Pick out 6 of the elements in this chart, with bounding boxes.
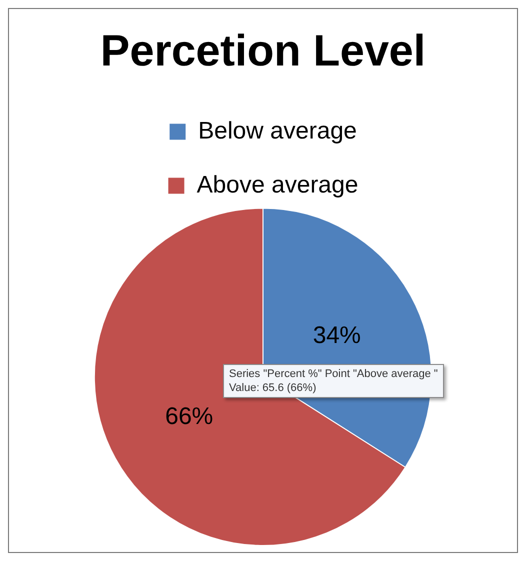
data-label: 34%: [312, 322, 361, 349]
chart-title: Percetion Level: [100, 26, 426, 76]
data-label: 66%: [165, 403, 214, 430]
legend-label: Above average: [196, 171, 358, 198]
text: Series "Percent %" Point "Above average " Value: 65.6 (66%): [223, 364, 444, 398]
legend-label: Below average: [198, 117, 357, 144]
